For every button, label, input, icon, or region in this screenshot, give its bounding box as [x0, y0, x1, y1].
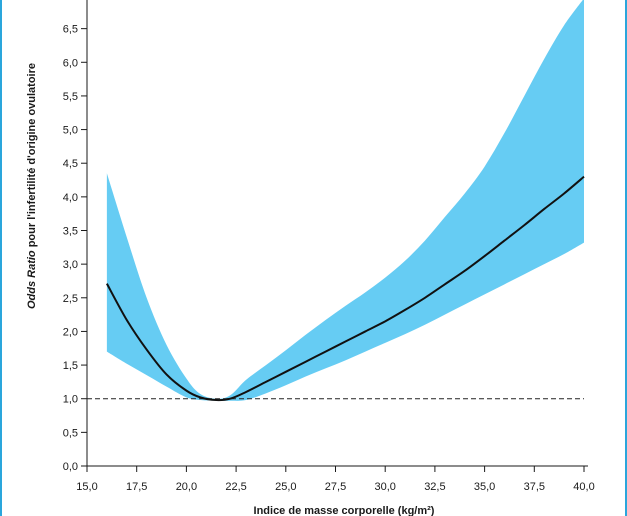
x-tick-label: 32,5 — [424, 481, 445, 493]
y-tick-label: 1,0 — [63, 394, 78, 406]
y-axis-label: Odds Ratio pour l'infertilité d'origine … — [26, 63, 38, 309]
y-tick-label: 0,0 — [63, 461, 78, 473]
left-edge-border — [0, 0, 2, 516]
confidence-band — [106, 0, 584, 401]
x-tick-label: 22,5 — [225, 481, 246, 493]
confidence-band-layer — [106, 0, 584, 401]
x-tick-label: 35,0 — [474, 481, 495, 493]
x-tick-label: 30,0 — [374, 481, 395, 493]
y-axis-label-rest: pour l'infertilité d'origine ovulatoire — [26, 63, 38, 250]
estimate-line-layer — [106, 175, 585, 402]
y-tick-label: 6,0 — [63, 57, 78, 69]
x-tick-label: 20,0 — [176, 481, 197, 493]
y-axis-label-italic: Odds Ratio — [26, 250, 38, 309]
x-tick-label: 15,0 — [76, 481, 97, 493]
x-tick-label: 27,5 — [325, 481, 346, 493]
y-tick-label: 3,0 — [63, 259, 78, 271]
y-tick-label: 0,5 — [63, 427, 78, 439]
y-tick-label: 5,5 — [63, 91, 78, 103]
y-tick-label: 2,5 — [63, 293, 78, 305]
y-tick-label: 4,0 — [63, 192, 78, 204]
y-tick-label: 4,5 — [63, 158, 78, 170]
estimate-line — [106, 175, 585, 402]
right-edge-border — [625, 0, 627, 516]
x-tick-label: 25,0 — [275, 481, 296, 493]
x-tick-label: 37,5 — [524, 481, 545, 493]
axes-layer: 0,0 0,5 1,0 1,5 2,0 2,5 3,0 3,5 4,0 4,5 5,0 5,5 6,0 6… — [63, 0, 595, 493]
x-axis-label: Indice de masse corporelle (kg/m²) — [254, 505, 435, 516]
y-tick-label: 2,0 — [63, 326, 78, 338]
y-tick-label: 5,0 — [63, 125, 78, 137]
y-tick-label: 3,5 — [63, 226, 78, 238]
y-tick-label: 1,5 — [63, 360, 78, 372]
x-tick-label: 40,0 — [573, 481, 594, 493]
x-tick-label: 17,5 — [126, 481, 147, 493]
y-tick-label: 6,5 — [63, 24, 78, 36]
